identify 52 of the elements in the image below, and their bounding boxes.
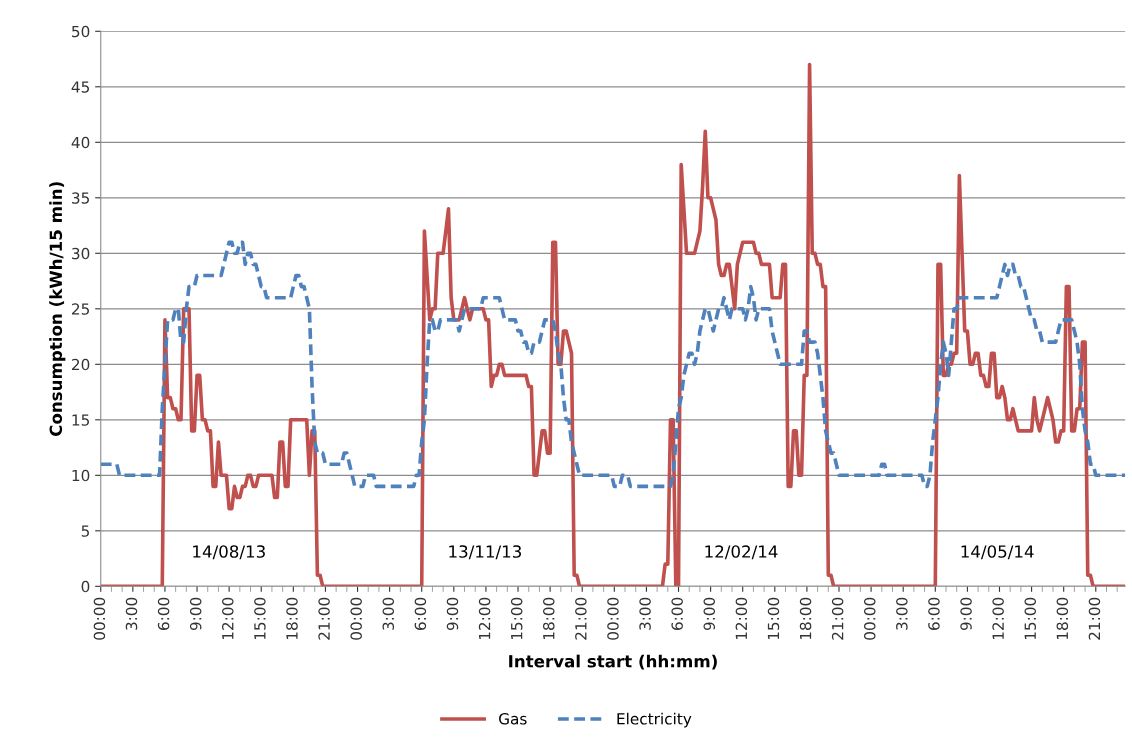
y-tick-label: 50 xyxy=(72,25,90,38)
x-tick-label: 9:00 xyxy=(446,597,459,631)
x-tick-label: 21:00 xyxy=(318,597,330,640)
x-tick-label: 18:00 xyxy=(1056,597,1069,640)
x-tick-label: 00:00 xyxy=(93,597,106,640)
x-tick-label: 6:00 xyxy=(157,597,170,630)
line-series xyxy=(100,240,1126,489)
x-tick-label: 18:00 xyxy=(799,597,812,640)
legend-label: Gas xyxy=(499,713,527,725)
y-tick-label: 35 xyxy=(72,192,89,204)
annotation: 14/08/13 xyxy=(193,545,265,560)
x-axis-title: Interval start (hh:mm) xyxy=(509,654,717,670)
x-tick-label: 9:00 xyxy=(189,597,202,631)
x-tick-label: 18:00 xyxy=(543,597,555,640)
y-tick-label: 5 xyxy=(81,525,89,537)
x-tick-label: 12:00 xyxy=(735,597,748,640)
x-tick-label: 15:00 xyxy=(254,597,266,640)
x-tick-label: 3:00 xyxy=(639,597,651,630)
x-tick-label: 18:00 xyxy=(286,597,298,640)
y-tick-label: 15 xyxy=(72,414,89,426)
x-tick-label: 00:00 xyxy=(607,597,619,640)
y-tick-label: 25 xyxy=(72,303,89,315)
y-tick-label: 45 xyxy=(71,81,89,93)
annotation: 12/02/14 xyxy=(705,545,778,560)
y-tick-label: 30 xyxy=(72,247,90,260)
annotation: 13/11/13 xyxy=(449,545,522,560)
annotation: 14/05/14 xyxy=(961,545,1034,560)
x-tick-label: 3:00 xyxy=(896,597,908,630)
x-tick-label: 6:00 xyxy=(671,597,683,630)
x-tick-label: 00:00 xyxy=(863,597,876,640)
x-tick-label: 21:00 xyxy=(1088,597,1101,640)
y-tick-label: 0 xyxy=(81,580,90,593)
x-tick-label: 21:00 xyxy=(831,597,844,640)
y-tick-label: 10 xyxy=(72,469,90,482)
x-tick-label: 12:00 xyxy=(478,597,491,640)
x-tick-label: 15:00 xyxy=(510,597,523,640)
x-tick-label: 15:00 xyxy=(767,597,780,640)
y-axis-title: Consumption (kWh/15 min) xyxy=(49,182,66,436)
x-tick-label: 6:00 xyxy=(928,597,940,630)
x-tick-label: 12:00 xyxy=(222,597,234,640)
x-tick-label: 9:00 xyxy=(960,597,972,631)
y-tick-label: 20 xyxy=(72,358,90,371)
x-tick-label: 3:00 xyxy=(125,597,138,630)
x-tick-label: 9:00 xyxy=(703,597,716,631)
y-tick-label: 40 xyxy=(71,136,90,149)
x-tick-label: 15:00 xyxy=(1024,597,1037,640)
legend-label: Electricity xyxy=(617,712,692,728)
x-tick-label: 12:00 xyxy=(992,597,1004,640)
x-tick-label: 00:00 xyxy=(350,597,362,640)
x-tick-label: 21:00 xyxy=(575,597,587,640)
x-tick-label: 6:00 xyxy=(414,597,427,630)
x-tick-label: 3:00 xyxy=(382,597,395,630)
